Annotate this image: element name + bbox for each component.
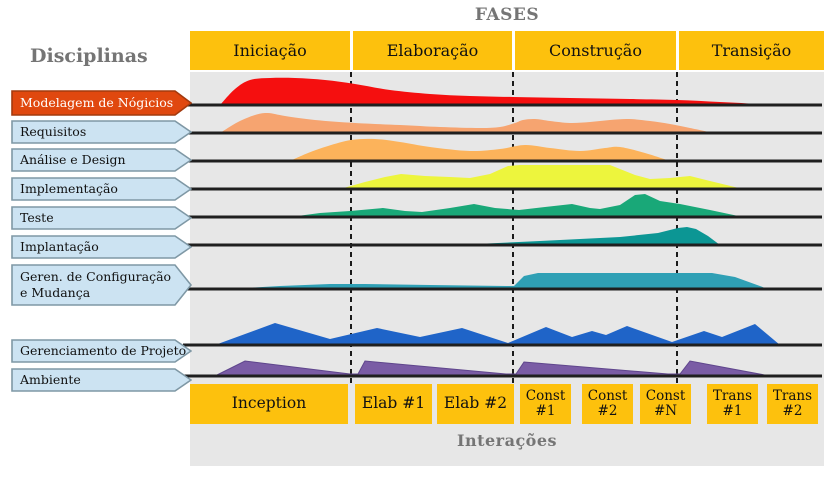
phase-divider-dashed-line-1: [512, 72, 514, 384]
hump-4: [290, 194, 743, 217]
phase-header-0: Iniciação: [190, 31, 350, 70]
discipline-arrow-shape: [11, 264, 192, 306]
phase-header-3: Transição: [679, 31, 824, 70]
discipline-arrow-shape: [11, 339, 192, 363]
iteration-cell-6: Trans #1: [707, 384, 758, 424]
iteration-cell-0: Inception: [190, 384, 348, 424]
phase-header-2: Construção: [515, 31, 676, 70]
discipline-label-3: Implementação: [11, 177, 192, 201]
iteration-cell-3: Const #1: [520, 384, 571, 424]
iteration-label-line: #1: [535, 403, 556, 419]
iteration-label-line: #2: [597, 403, 618, 419]
discipline-label-text: Geren. de Configuração e Mudança: [20, 264, 174, 306]
discipline-label-1: Requisitos: [11, 120, 192, 144]
discipline-label-line: e Mudança: [20, 285, 91, 300]
discipline-arrow-shape: [11, 148, 192, 172]
iteration-label-line: Trans: [772, 388, 813, 405]
baseline-6: [183, 287, 822, 291]
iteration-cell-7: Trans #2: [767, 384, 818, 424]
iteration-cell-2: Elab #2: [437, 384, 514, 424]
baseline-0: [183, 103, 822, 107]
discipline-label-7: Gerenciamento de Projeto: [11, 339, 192, 363]
discipline-label-line: Requisitos: [20, 124, 87, 140]
discipline-label-line: Implantação: [20, 239, 99, 255]
phase-divider-dashed-line-2: [676, 72, 678, 384]
baseline-5: [183, 243, 822, 247]
discipline-arrow-shape: [11, 368, 192, 392]
phase-header-1: Elaboração: [353, 31, 512, 70]
discipline-label-line: Implementação: [20, 181, 118, 197]
discipline-label-0: Modelagem de Nógicios: [11, 90, 192, 116]
discipline-label-5: Implantação: [11, 235, 192, 259]
iteration-label-line: Const: [525, 388, 566, 405]
discipline-label-line: Modelagem de Nógicios: [20, 95, 174, 111]
disciplinas-title: Disciplinas: [30, 45, 148, 67]
iteration-label-line: Const: [587, 388, 628, 405]
discipline-label-6: Geren. de Configuração e Mudança: [11, 264, 192, 306]
humps-chart: [183, 77, 822, 378]
discipline-label-line: Ambiente: [20, 372, 81, 388]
discipline-label-line: Teste: [20, 210, 54, 226]
discipline-label-text: Modelagem de Nógicios: [20, 90, 174, 116]
iteration-label-line: Const: [645, 388, 686, 405]
interacoes-title: Interações: [456, 431, 558, 450]
discipline-label-line: Análise e Design: [20, 152, 126, 168]
hump-2: [290, 138, 670, 161]
baseline-7: [183, 343, 822, 347]
discipline-label-text: Análise e Design: [20, 148, 174, 172]
baseline-8: [183, 374, 822, 378]
discipline-label-2: Análise e Design: [11, 148, 192, 172]
discipline-arrow-shape: [11, 206, 192, 230]
fases-title: FASES: [474, 5, 540, 25]
discipline-arrow-shape: [11, 177, 192, 201]
discipline-label-line: Geren. de Configuração: [20, 269, 172, 285]
iteration-cell-1: Elab #1: [355, 384, 432, 424]
hump-6: [227, 273, 768, 289]
iteration-label-line: #1: [722, 403, 743, 419]
discipline-label-line: Gerenciamento de Projeto: [20, 343, 187, 359]
iteration-cell-4: Const #2: [582, 384, 633, 424]
iteration-cell-5: Const #N: [640, 384, 691, 424]
discipline-arrow-shape: [11, 90, 192, 116]
baseline-4: [183, 215, 822, 219]
baseline-1: [183, 131, 822, 135]
baseline-3: [183, 187, 822, 191]
discipline-label-text: Implementação: [20, 177, 174, 201]
iteration-label-line: #N: [653, 403, 678, 419]
hump-0: [220, 77, 782, 105]
iteration-label-line: Trans: [712, 388, 753, 405]
discipline-label-text: Ambiente: [20, 368, 174, 392]
iteration-label-line: Inception: [231, 394, 307, 413]
discipline-arrow-shape: [11, 235, 192, 259]
hump-3: [340, 165, 743, 189]
discipline-label-text: Implantação: [20, 235, 174, 259]
hump-1: [220, 112, 714, 133]
discipline-label-4: Teste: [11, 206, 192, 230]
phase-divider-dashed-line-0: [350, 72, 352, 384]
hump-8: [214, 360, 771, 377]
baseline-2: [183, 159, 822, 163]
discipline-label-text: Gerenciamento de Projeto: [20, 339, 187, 363]
hump-7: [215, 323, 780, 345]
iteration-label-line: Elab #2: [443, 394, 508, 413]
iteration-label-line: Elab #1: [361, 394, 426, 413]
discipline-label-text: Requisitos: [20, 120, 174, 144]
discipline-label-text: Teste: [20, 206, 174, 230]
hump-5: [454, 227, 720, 245]
discipline-arrow-shape: [11, 120, 192, 144]
iteration-label-line: #2: [782, 403, 803, 419]
discipline-label-8: Ambiente: [11, 368, 192, 392]
